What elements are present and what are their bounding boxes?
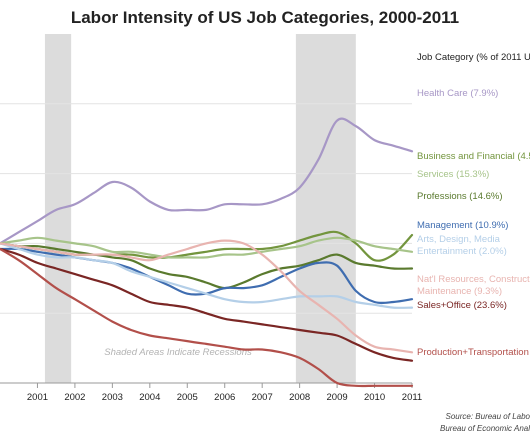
series-line-6 — [0, 242, 414, 309]
legend-label-5: Management (10.9%) — [417, 220, 508, 231]
series-line-7 — [0, 239, 414, 354]
series-lines — [0, 117, 414, 388]
recession-annotation: Shaded Areas Indicate Recessions — [104, 347, 252, 358]
legend-label-9: Production+Transportation — [417, 347, 529, 358]
series-line-3 — [0, 236, 414, 259]
x-tick-label: 2002 — [64, 392, 85, 403]
legend-label-3: Services (15.3%) — [417, 169, 489, 180]
chart-title: Labor Intensity of US Job Categories, 20… — [71, 8, 459, 27]
legend-label-2: Business and Financial (4.5 — [417, 151, 530, 162]
series-line-4 — [0, 242, 414, 290]
x-tick-label: 2005 — [177, 392, 198, 403]
recession-shading — [44, 34, 356, 383]
source-line-2: Bureau of Economic Anal — [440, 424, 530, 433]
x-tick-label: 2011 — [402, 392, 422, 403]
series-line-8 — [0, 247, 414, 362]
series-line-1 — [0, 117, 414, 245]
legend-label-7: Nat'l Resources, Construct Maintenance (9… — [417, 274, 530, 297]
x-tick-label: 2007 — [252, 392, 273, 403]
x-tick-label: 2008 — [289, 392, 310, 403]
legend-label-8: Sales+Office (23.6%) — [417, 300, 507, 311]
x-tick-label: 2003 — [102, 392, 123, 403]
recession-band-2 — [295, 34, 356, 383]
legend-header: Job Category (% of 2011 U — [417, 52, 530, 63]
x-tick-label: 2006 — [214, 392, 235, 403]
legend-label-1: Health Care (7.9%) — [417, 88, 498, 99]
x-tick-label: 2001 — [27, 392, 48, 403]
legend: Health Care (7.9%) Business and Financial… — [417, 88, 530, 358]
source-line-1: Source: Bureau of Labo — [445, 412, 530, 421]
series-line-9 — [0, 247, 414, 388]
x-tick-label: 2010 — [364, 392, 385, 403]
legend-label-4: Professions (14.6%) — [417, 191, 503, 202]
x-tick-label: 2009 — [327, 392, 348, 403]
legend-label-6: Arts, Design, Media Entertainment (2.0%) — [417, 234, 507, 257]
x-tick-label: 2004 — [139, 392, 160, 403]
